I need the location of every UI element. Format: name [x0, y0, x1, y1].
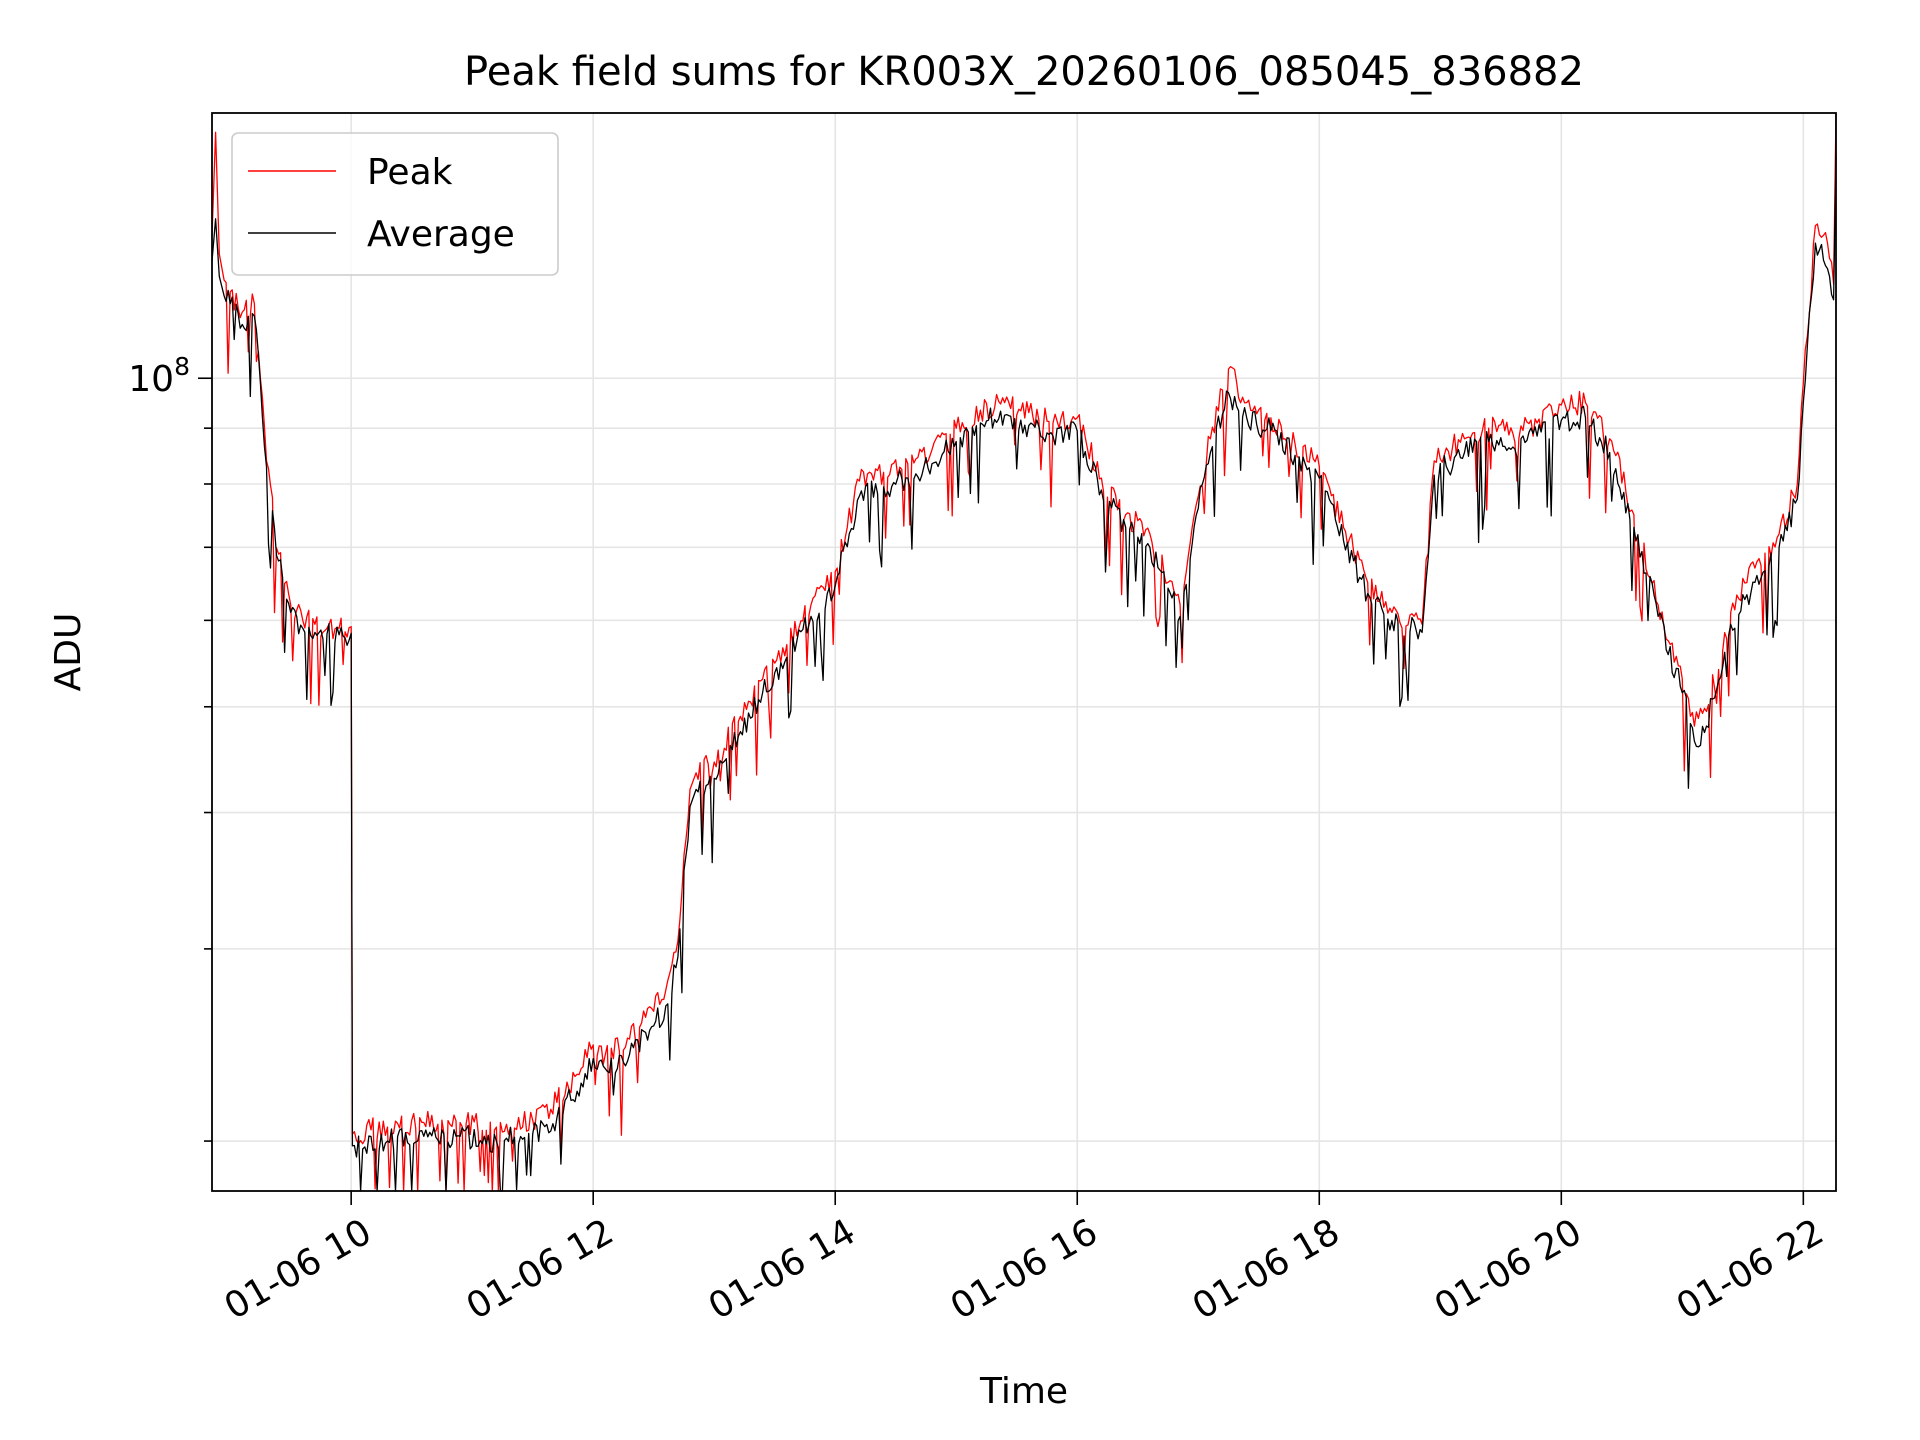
average-series-line: [211, 155, 1837, 1192]
axes-frame: [211, 112, 1837, 1192]
legend-average-label: Average: [367, 214, 515, 255]
legend-box: [231, 132, 559, 276]
legend: Peak Average: [231, 132, 559, 276]
x-tick-label: 01-06 20: [1428, 1211, 1589, 1327]
y-axis-label: ADU: [48, 613, 89, 692]
y-tick-label: 108: [128, 352, 190, 400]
grid-layer: [212, 113, 1836, 1191]
x-tick-label: 01-06 14: [702, 1211, 863, 1327]
chart-title: Peak field sums for KR003X_20260106_0850…: [464, 49, 1584, 95]
x-axis-label: Time: [979, 1371, 1068, 1412]
peak-series-line: [211, 112, 1837, 1192]
series-layer: [211, 112, 1837, 1192]
x-tick-label: 01-06 10: [218, 1211, 379, 1327]
x-tick-label: 01-06 12: [460, 1211, 621, 1327]
legend-peak-label: Peak: [367, 152, 453, 193]
x-tick-label: 01-06 16: [944, 1211, 1105, 1327]
x-tick-label: 01-06 22: [1670, 1211, 1831, 1327]
tick-layer: 01-06 10 01-06 12 01-06 14 01-06 16 01-06 18…: [128, 352, 1830, 1328]
x-tick-label: 01-06 18: [1186, 1211, 1347, 1327]
